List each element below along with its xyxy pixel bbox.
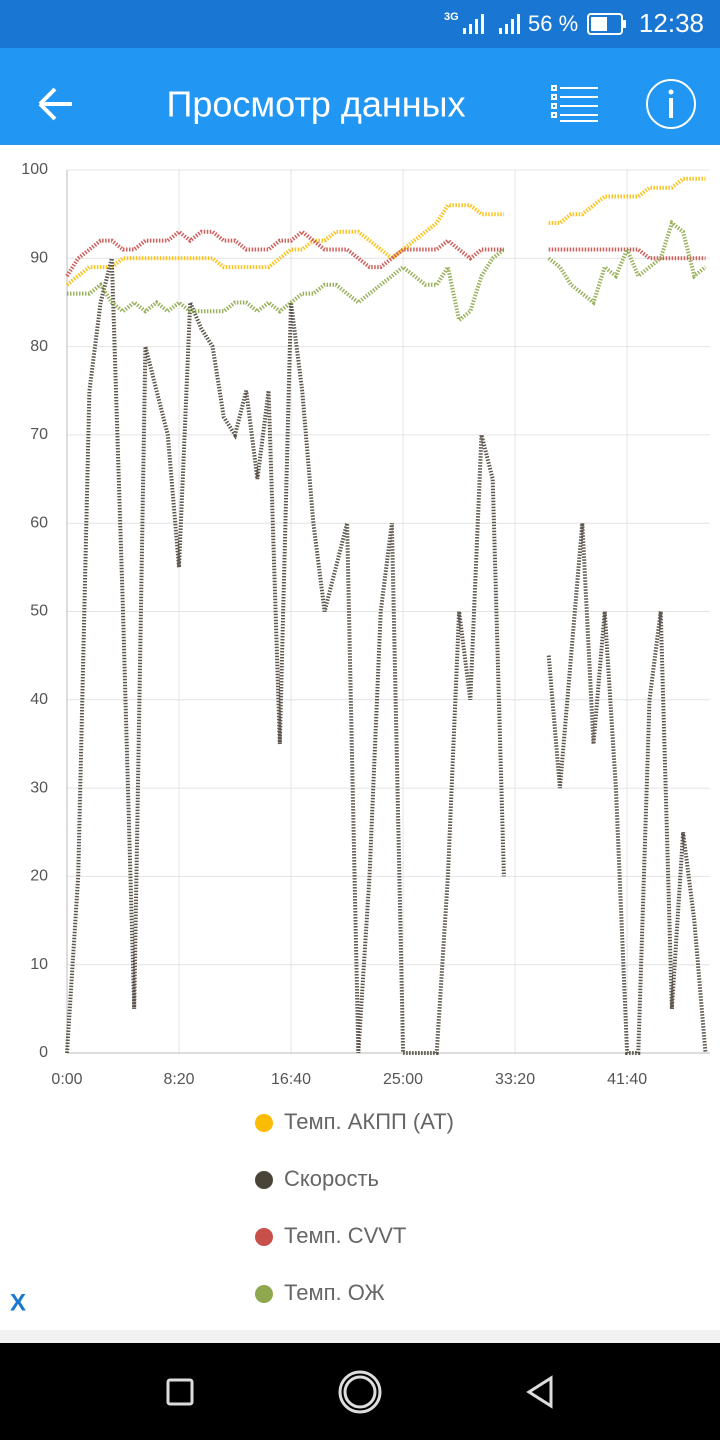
series-line <box>65 176 706 287</box>
back-button[interactable] <box>38 87 72 121</box>
x-tick-label: 16:40 <box>271 1071 311 1088</box>
network-type: 3G <box>444 11 459 23</box>
y-tick-label: 100 <box>21 161 48 178</box>
nav-buttons[interactable] <box>166 1370 553 1414</box>
x-tick-label: 33:20 <box>495 1071 535 1088</box>
signal-icons <box>463 14 520 34</box>
x-tick-label: 25:00 <box>383 1071 423 1088</box>
legend-label: Темп. АКПП (АТ) <box>284 1109 454 1134</box>
clock: 12:38 <box>639 8 704 38</box>
list-button[interactable] <box>551 85 598 122</box>
battery-level: 56 % <box>528 11 578 36</box>
x-tick-label: 41:40 <box>607 1071 647 1088</box>
app-bar <box>0 48 720 145</box>
bottom-strip <box>0 1330 720 1343</box>
legend-label: Темп. ОЖ <box>284 1280 385 1305</box>
chart: 0 10 20 30 40 50 60 70 80 90 100 0:00 8:20 16:40 25:00… <box>21 161 710 1305</box>
y-tick-label: 40 <box>30 691 48 708</box>
y-tick-label: 60 <box>30 514 48 531</box>
legend-label: Скорость <box>284 1166 379 1191</box>
legend-swatch <box>255 1285 273 1303</box>
y-tick-label: 80 <box>30 338 48 355</box>
close-link[interactable]: X <box>10 1289 26 1316</box>
battery-icon <box>587 13 626 35</box>
legend-swatch <box>255 1228 273 1246</box>
series-line <box>67 219 707 324</box>
info-button[interactable] <box>646 79 696 129</box>
y-tick-label: 70 <box>30 426 48 443</box>
legend-swatch <box>255 1114 273 1132</box>
y-tick-label: 50 <box>30 603 48 620</box>
y-tick-label: 10 <box>30 956 48 973</box>
x-tick-label: 0:00 <box>51 1071 82 1088</box>
status-bar <box>0 0 720 48</box>
screen-title: Просмотр данных <box>166 84 465 125</box>
y-tick-label: 90 <box>30 250 48 267</box>
y-tick-label: 20 <box>30 868 48 885</box>
x-tick-label: 8:20 <box>163 1071 194 1088</box>
y-tick-label: 0 <box>39 1044 48 1061</box>
series-line <box>65 257 708 1055</box>
nav-bar <box>0 1343 720 1440</box>
legend-label: Темп. CVVT <box>284 1223 406 1248</box>
legend-swatch <box>255 1171 273 1189</box>
y-tick-label: 30 <box>30 779 48 796</box>
series-line <box>65 229 706 278</box>
